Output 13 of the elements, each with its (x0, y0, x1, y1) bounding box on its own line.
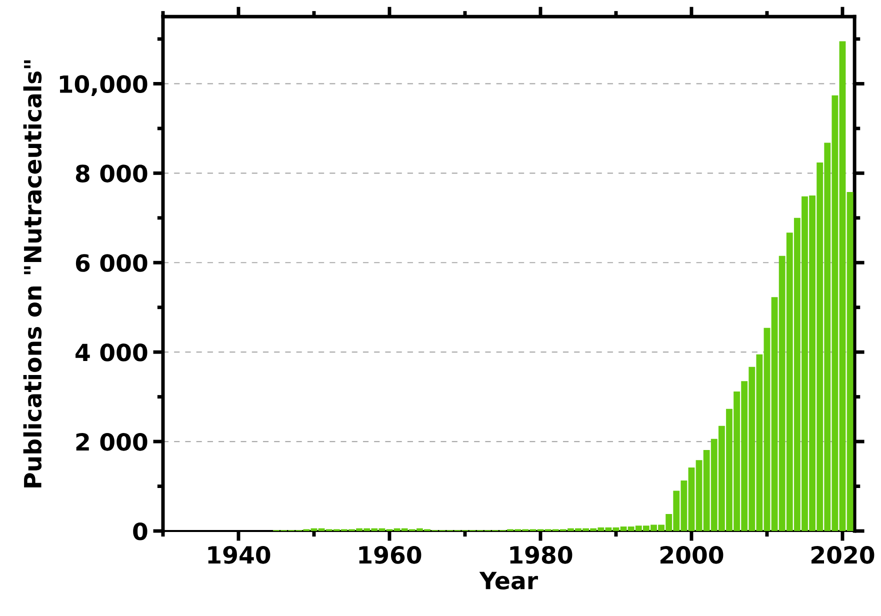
y-axis-title: Publications on "Nutraceuticals" (23, 60, 42, 488)
y-tick-label: 8 000 (76, 164, 148, 182)
x-tick-label: 2020 (812, 546, 874, 564)
x-tick-label: 1960 (359, 546, 422, 564)
y-tick-label: 4 000 (76, 344, 148, 362)
y-tick-label: 6 000 (76, 254, 148, 272)
x-tick-label: 1980 (510, 546, 572, 564)
y-tick-label: 0 (133, 522, 148, 540)
y-tick-label: 10,000 (60, 75, 148, 96)
y-tick-label: 2 000 (76, 432, 148, 451)
x-tick-label: 1940 (208, 546, 270, 564)
x-axis-title: Year (479, 572, 538, 590)
x-tick-label: 2000 (660, 546, 724, 564)
